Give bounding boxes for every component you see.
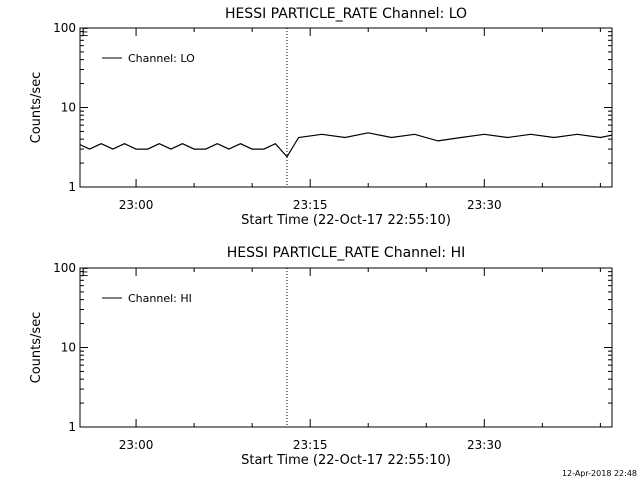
chart-title: HESSI PARTICLE_RATE Channel: LO: [225, 6, 467, 22]
x-axis-label: Start Time (22-Oct-17 22:55:10): [241, 453, 451, 468]
series-line: [80, 132, 612, 158]
x-axis-label: Start Time (22-Oct-17 22:55:10): [241, 213, 451, 228]
x-tick-label: 23:30: [467, 438, 502, 452]
x-tick-label: 23:00: [119, 198, 154, 212]
y-tick-label: 100: [53, 21, 76, 35]
plot-lo: HESSI PARTICLE_RATE Channel: LO 23:00 23:1…: [29, 6, 613, 228]
y-tick-label: 1: [68, 180, 76, 194]
footer-timestamp: 12-Apr-2018 22:48: [562, 469, 637, 478]
legend-label: Channel: HI: [128, 292, 192, 305]
y-axis-label: Counts/sec: [29, 72, 44, 144]
time-marker-label: E: [81, 26, 88, 39]
x-tick-label: 23:30: [467, 198, 502, 212]
x-tick-label: 23:15: [293, 198, 328, 212]
y-tick-label: 1: [68, 420, 76, 434]
plot-hi: HESSI PARTICLE_RATE Channel: HI 23:00 23:1…: [29, 245, 613, 468]
x-tick-label: 23:15: [293, 438, 328, 452]
chart-title: HESSI PARTICLE_RATE Channel: HI: [227, 245, 465, 261]
y-tick-label: 10: [61, 101, 76, 115]
legend-label: Channel: LO: [128, 52, 195, 65]
time-marker-label: E: [81, 266, 88, 279]
y-axis-label: Counts/sec: [29, 312, 44, 384]
y-tick-label: 100: [53, 261, 76, 275]
y-tick-label: 10: [61, 341, 76, 355]
x-tick-label: 23:00: [119, 438, 154, 452]
